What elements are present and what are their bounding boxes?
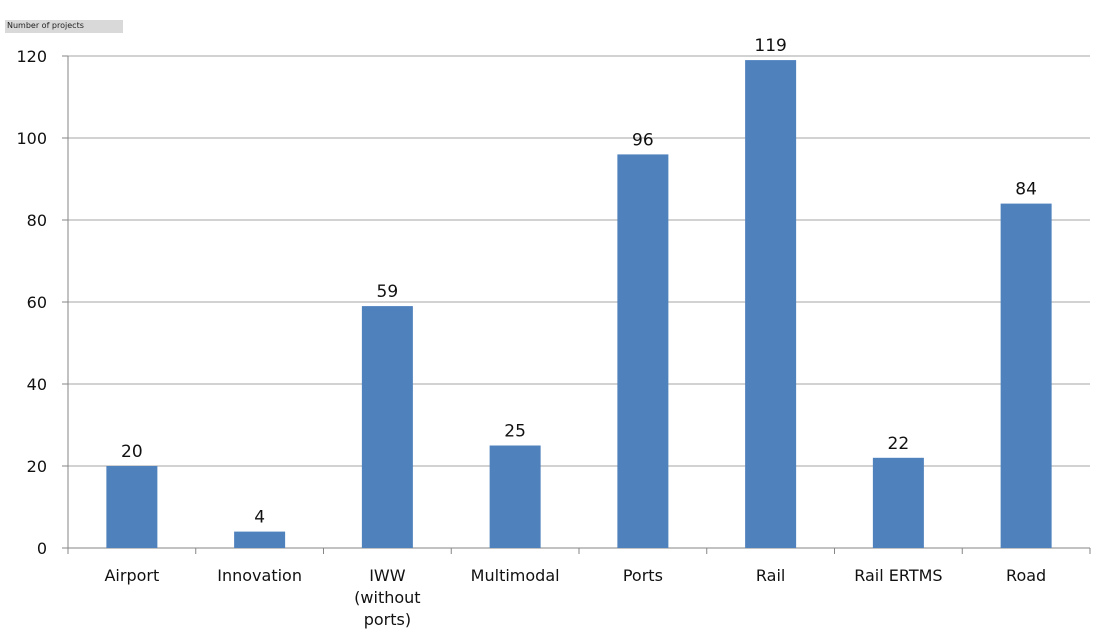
data-label: 4 bbox=[254, 508, 265, 528]
bar bbox=[872, 457, 924, 548]
y-tick-label: 100 bbox=[16, 129, 47, 148]
x-category-label: Rail ERTMS bbox=[854, 566, 942, 585]
data-label: 22 bbox=[888, 434, 910, 454]
x-category-label: Road bbox=[1006, 566, 1046, 585]
data-label: 84 bbox=[1015, 180, 1037, 200]
x-category-label: Innovation bbox=[217, 566, 302, 585]
y-tick-label: 60 bbox=[27, 293, 47, 312]
y-tick-label: 20 bbox=[27, 457, 47, 476]
y-axis-title-box: Number of projects bbox=[5, 20, 123, 33]
bar bbox=[1000, 203, 1052, 548]
data-label: 119 bbox=[754, 36, 786, 56]
data-label: 59 bbox=[377, 282, 399, 302]
x-category-label: Multimodal bbox=[471, 566, 560, 585]
y-tick-label: 80 bbox=[27, 211, 47, 230]
y-tick-label: 0 bbox=[37, 539, 47, 558]
x-category-label: IWW (without ports) bbox=[354, 566, 420, 629]
y-tick-label: 120 bbox=[16, 47, 47, 66]
data-label: 20 bbox=[121, 442, 143, 462]
y-tick-label: 40 bbox=[27, 375, 47, 394]
data-label: 96 bbox=[632, 130, 654, 150]
bar bbox=[617, 154, 669, 548]
x-category-label: Rail bbox=[756, 566, 785, 585]
x-category-label: Airport bbox=[104, 566, 159, 585]
bar bbox=[745, 60, 797, 548]
y-axis-title: Number of projects bbox=[7, 21, 84, 30]
data-label: 25 bbox=[504, 422, 526, 442]
bar bbox=[234, 531, 286, 548]
bar bbox=[361, 306, 413, 548]
bar bbox=[106, 466, 158, 548]
bar bbox=[489, 445, 541, 548]
x-category-label: Ports bbox=[623, 566, 663, 585]
